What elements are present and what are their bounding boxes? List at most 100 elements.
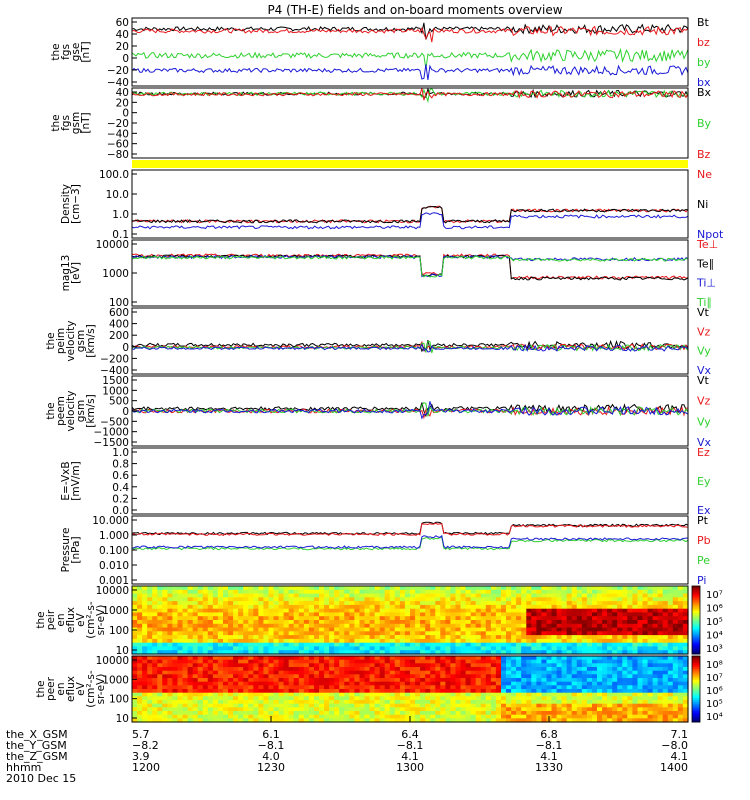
spectrogram-cell xyxy=(662,711,669,716)
spectrogram-cell xyxy=(531,616,537,621)
spectrogram-cell xyxy=(258,604,265,610)
spectrogram-cell xyxy=(202,589,209,595)
spectrogram-cell xyxy=(162,707,168,712)
spectrogram-cell xyxy=(470,678,477,683)
spectrogram-cell xyxy=(137,608,143,614)
spectrogram-cell xyxy=(172,707,179,712)
spectrogram-cell xyxy=(475,642,482,648)
spectrogram-cell xyxy=(167,685,174,690)
spectrogram-cell xyxy=(303,692,310,697)
spectrogram-cell xyxy=(223,670,229,675)
spectrogram-cell xyxy=(465,667,472,672)
spectrogram-cell xyxy=(586,620,593,625)
spectrogram-cell xyxy=(556,663,563,668)
spectrogram-cell xyxy=(536,659,543,664)
legend-Te⊥: Te⊥ xyxy=(696,238,718,251)
spectrogram-cell xyxy=(152,681,158,686)
spectrogram-cell xyxy=(586,685,593,690)
spectrogram-cell xyxy=(142,650,148,655)
spectrogram-cell xyxy=(536,589,543,595)
spectrogram-cell xyxy=(202,586,209,591)
spectrogram-cell xyxy=(258,700,265,705)
spectrogram-cell xyxy=(137,623,143,629)
spectrogram-cell xyxy=(470,604,477,610)
spectrogram-cell xyxy=(586,616,593,621)
spectrogram-cell xyxy=(132,700,138,705)
spectrogram-cell xyxy=(334,638,340,644)
spectrogram-cell xyxy=(228,711,234,716)
spectrogram-cell xyxy=(197,659,204,664)
spectrogram-cell xyxy=(642,707,649,712)
spectrogram-cell xyxy=(652,714,659,719)
spectrogram-cell xyxy=(526,623,532,629)
spectrogram-cell xyxy=(556,586,563,591)
spectrogram-cell xyxy=(612,631,618,636)
spectrogram-cell xyxy=(480,670,487,675)
spectrogram-cell xyxy=(541,714,548,719)
spectrogram-cell xyxy=(480,604,487,610)
xaxis-row-label: 2010 Dec 15 xyxy=(6,772,76,785)
spectrogram-cell xyxy=(526,703,532,708)
spectrogram-cell xyxy=(501,659,507,664)
spectrogram-cell xyxy=(157,659,163,664)
spectrogram-cell xyxy=(622,612,628,617)
spectrogram-cell xyxy=(177,627,184,632)
spectrogram-cell xyxy=(465,612,472,617)
spectrogram-cell xyxy=(132,642,138,648)
spectrogram-cell xyxy=(546,642,553,648)
spectrogram-cell xyxy=(622,659,628,664)
spectrogram-cell xyxy=(238,586,244,591)
spectrogram-cell xyxy=(258,689,265,694)
colorbar-segment xyxy=(692,695,700,699)
spectrogram-cell xyxy=(541,601,548,606)
spectrogram-cell xyxy=(228,700,234,705)
spectrogram-cell xyxy=(627,627,633,632)
spectrogram-cell xyxy=(662,586,669,591)
spectrogram-cell xyxy=(384,667,391,672)
spectrogram-cell xyxy=(531,623,537,629)
spectrogram-cell xyxy=(531,604,537,610)
spectrogram-cell xyxy=(602,656,608,661)
spectrogram-cell xyxy=(576,627,583,632)
spectrogram-cell xyxy=(308,678,315,683)
spectrogram-cell xyxy=(465,631,472,636)
spectrogram-cell xyxy=(556,696,563,701)
spectrogram-cell xyxy=(319,650,325,655)
spectrogram-cell xyxy=(263,692,270,697)
spectrogram-cell xyxy=(319,631,325,636)
spectrogram-cell xyxy=(238,597,244,602)
spectrogram-cell xyxy=(319,597,325,602)
spectrogram-cell xyxy=(622,635,628,640)
spectrogram-cell xyxy=(319,678,325,683)
spectrogram-cell xyxy=(399,692,406,697)
spectrogram-cell xyxy=(293,674,300,679)
spectrogram-cell xyxy=(344,604,350,610)
spectrogram-cell xyxy=(238,703,244,708)
spectrogram-cell xyxy=(197,663,204,668)
spectrogram-cell xyxy=(485,703,492,708)
spectrogram-cell xyxy=(566,593,573,598)
spectrogram-cell xyxy=(465,656,472,661)
spectrogram-cell xyxy=(228,593,234,598)
spectrogram-cell xyxy=(485,659,492,664)
xtick-value: 7.1 xyxy=(671,728,689,741)
spectrogram-cell xyxy=(177,593,184,598)
spectrogram-cell xyxy=(283,646,290,651)
spectrogram-cell xyxy=(293,696,300,701)
spectrogram-cell xyxy=(147,718,153,723)
spectrogram-cell xyxy=(501,707,507,712)
spectrogram-cell xyxy=(258,601,265,606)
spectrogram-cell xyxy=(399,646,406,651)
spectrogram-cell xyxy=(324,635,330,640)
spectrogram-cell xyxy=(501,593,507,598)
spectrogram-cell xyxy=(677,586,684,591)
spectrogram-cell xyxy=(602,678,608,683)
spectrogram-cell xyxy=(349,674,355,679)
spectrogram-cell xyxy=(420,627,426,632)
spectrogram-cell xyxy=(415,586,421,591)
spectrogram-cell xyxy=(389,593,396,598)
spectrogram-cell xyxy=(258,597,265,602)
spectrogram-cell xyxy=(546,646,553,651)
spectrogram-cell xyxy=(293,685,300,690)
spectrogram-cell xyxy=(672,718,679,723)
